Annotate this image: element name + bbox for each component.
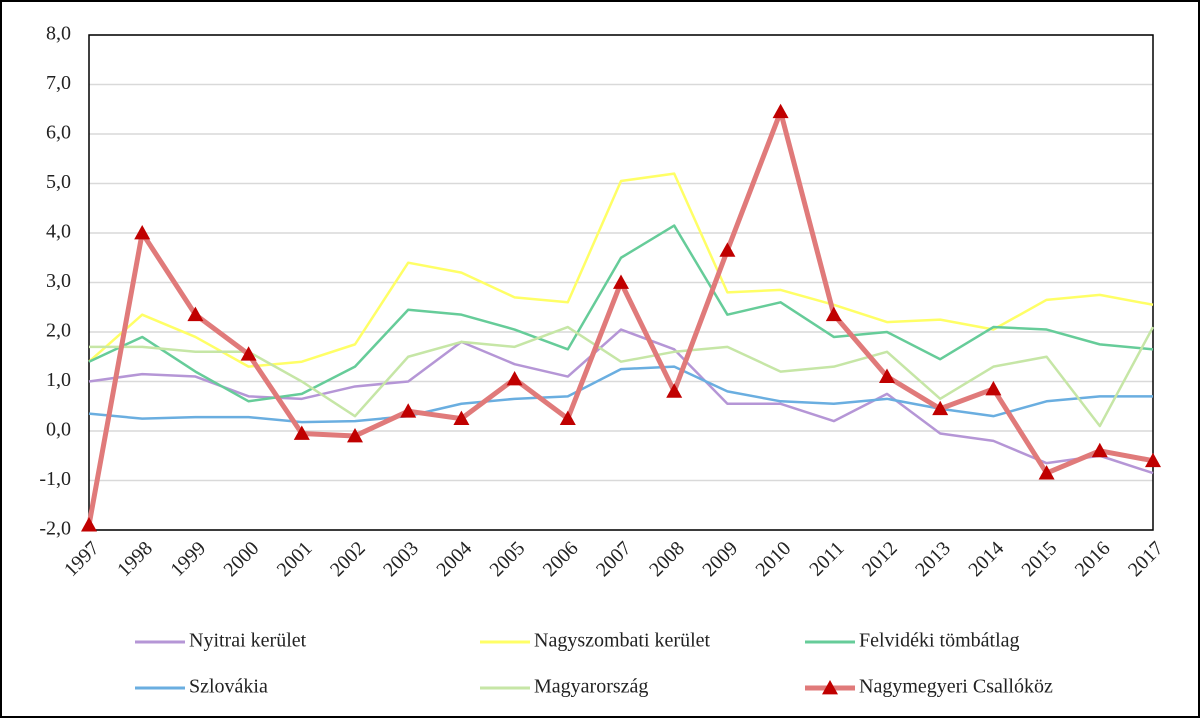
point-marker — [1091, 442, 1108, 458]
point-marker — [559, 410, 576, 426]
point-marker — [719, 242, 736, 257]
point-marker — [134, 225, 151, 240]
legend-label: Nagymegyeri Csallóköz — [859, 676, 1053, 698]
y-tick-label: -2,0 — [39, 518, 71, 540]
legend-label: Magyarország — [534, 676, 648, 698]
plot-frame — [88, 34, 1154, 531]
point-marker — [293, 425, 310, 440]
legend-label: Felvidéki tömbátlag — [859, 630, 1020, 652]
point-marker — [613, 274, 629, 289]
series-line — [89, 325, 1155, 428]
legend-label: Nagyszombati kerület — [534, 630, 710, 652]
point-marker — [879, 368, 895, 383]
point-marker — [506, 371, 523, 386]
point-marker — [1038, 465, 1055, 480]
point-marker — [825, 306, 842, 322]
y-tick-label: 7,0 — [46, 72, 71, 94]
point-marker — [81, 517, 97, 532]
legend-label: Szlovákia — [189, 676, 268, 698]
point-marker — [1145, 452, 1161, 468]
point-marker — [453, 410, 470, 426]
series-line — [88, 224, 1154, 403]
point-marker — [985, 380, 1002, 396]
point-marker — [772, 103, 789, 119]
point-marker — [666, 383, 683, 398]
y-tick-label: 5,0 — [46, 171, 71, 193]
series-line — [88, 365, 1153, 424]
point-marker — [187, 306, 204, 322]
legend-label: Nyitrai kerület — [189, 630, 307, 652]
legend-marker — [822, 680, 838, 695]
point-marker — [347, 427, 363, 443]
y-tick-label: -1,0 — [39, 468, 71, 490]
y-tick-label: 6,0 — [46, 122, 71, 144]
y-tick-label: 4,0 — [46, 221, 71, 243]
point-marker — [400, 403, 417, 418]
series-line — [88, 172, 1154, 368]
y-tick-label: 0,0 — [46, 419, 71, 441]
y-tick-label: 8,0 — [46, 23, 71, 45]
point-marker — [240, 346, 257, 361]
series-line — [88, 328, 1154, 475]
y-tick-label: 2,0 — [46, 320, 71, 342]
point-marker — [932, 400, 949, 416]
y-tick-label: 1,0 — [46, 369, 71, 391]
y-tick-label: 3,0 — [46, 270, 71, 292]
